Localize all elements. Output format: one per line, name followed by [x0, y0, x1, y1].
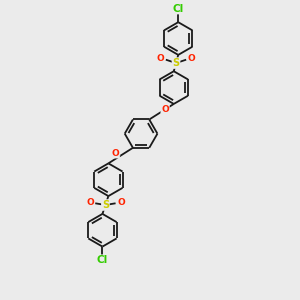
- Text: O: O: [86, 198, 94, 207]
- Text: O: O: [188, 54, 195, 63]
- Text: O: O: [117, 198, 125, 207]
- Text: Cl: Cl: [172, 4, 184, 14]
- Text: Cl: Cl: [97, 255, 108, 265]
- Text: O: O: [157, 54, 164, 63]
- Text: S: S: [102, 200, 109, 210]
- Text: O: O: [161, 105, 169, 114]
- Text: S: S: [172, 58, 180, 68]
- Text: O: O: [111, 149, 119, 158]
